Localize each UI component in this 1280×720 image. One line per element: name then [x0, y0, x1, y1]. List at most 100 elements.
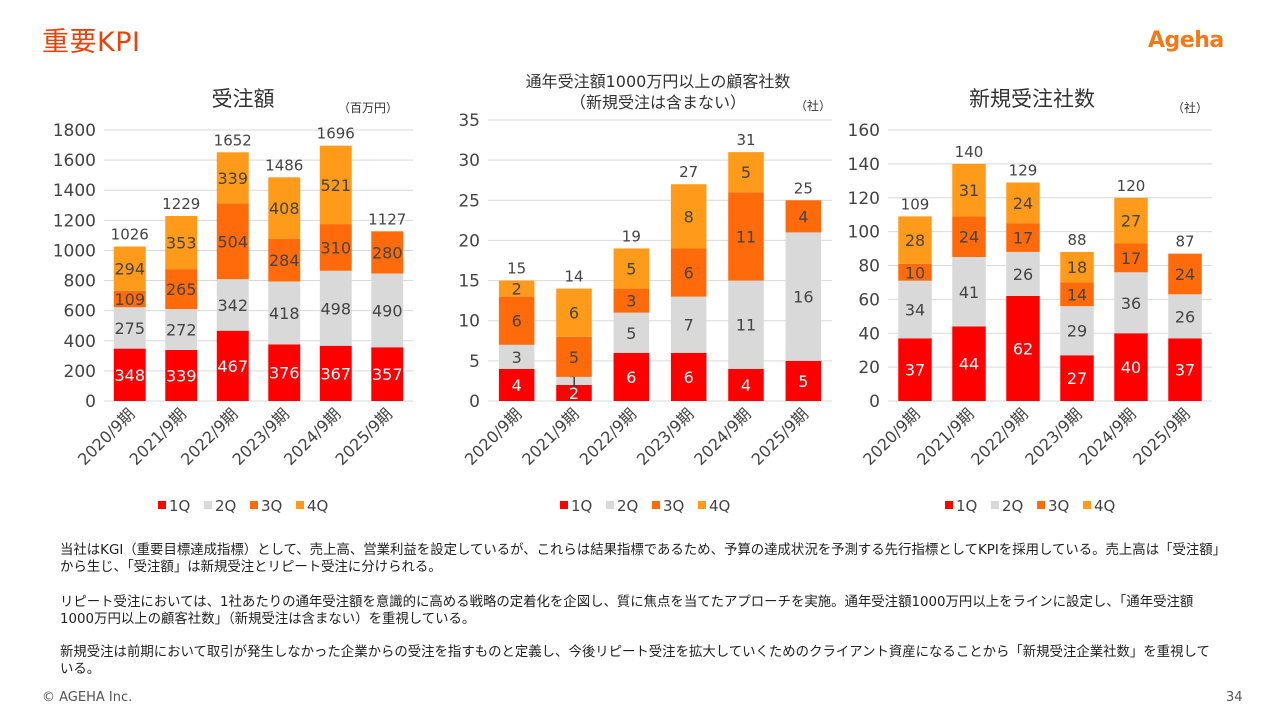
chart2-bar-4q: [498, 280, 535, 297]
chart1-data-label: 367: [320, 364, 351, 383]
chart3-data-label: 18: [1067, 258, 1087, 277]
chart3-bar-1q: [898, 338, 932, 401]
chart2-legend-label: 2Q: [617, 497, 638, 515]
chart1-data-label: 342: [217, 296, 248, 315]
chart2-category-label: 2024/9期: [690, 404, 755, 469]
chart3-ytick-label: 60: [858, 290, 880, 310]
page-title: 重要KPI: [42, 27, 141, 58]
chart2-bar-3q: [556, 336, 592, 377]
chart3-category-label: 2024/9期: [1075, 404, 1140, 469]
chart2-category-label: 2022/9期: [576, 404, 641, 469]
chart2-bar-2q: [728, 280, 764, 369]
chart1-total-label: 1652: [214, 131, 252, 149]
chart2-legend-swatch-3q: [652, 501, 660, 509]
chart3-ytick-label: 0: [869, 392, 880, 412]
chart1-ytick-label: 1800: [53, 121, 96, 141]
chart3-bar-4q: [1114, 197, 1148, 244]
chart3-category-label: 2025/9期: [1129, 404, 1194, 469]
chart3-data-label: 26: [1175, 307, 1195, 326]
chart1-bar-3q: [319, 224, 352, 271]
paragraph-repeat-orders: リピート受注においては、1社あたりの通年受注額を意識的に高める戦略の定着化を企図…: [60, 595, 1194, 627]
chart3-bar-2q: [1114, 272, 1148, 334]
chart3-data-label: 41: [959, 283, 979, 302]
chart1-data-label: 521: [320, 176, 351, 195]
chart1-total-label: 1127: [368, 210, 406, 228]
chart3-bar-3q: [1060, 282, 1094, 307]
chart2-bar-1q: [498, 368, 535, 401]
chart2-data-label: 8: [684, 207, 694, 226]
chart2-ytick-label: 30: [458, 151, 480, 171]
chart2-data-label: 16: [793, 288, 813, 307]
page-number: 34: [1226, 690, 1243, 705]
chart2-category-label: 2021/9期: [518, 404, 583, 469]
chart3-data-label: 14: [1067, 285, 1087, 304]
chart3-data-label: 37: [1175, 361, 1195, 380]
chart1-legend-label: 1Q: [169, 497, 190, 515]
chart3-bar-3q: [1006, 223, 1040, 252]
kpi-charts: 受注額 （百万円）02004006008001000120014001600180…: [53, 72, 1212, 515]
chart1-bar-4q: [268, 177, 301, 239]
chart3-total-label: 129: [1009, 162, 1038, 180]
chart2-ytick-label: 15: [458, 272, 480, 292]
chart1-bar-1q: [165, 349, 198, 401]
chart1-legend-swatch-2q: [204, 501, 212, 509]
chart1-data-label: 490: [372, 301, 403, 320]
chart2-category-label: 2023/9期: [633, 404, 698, 469]
chart2-total-label: 19: [622, 227, 641, 245]
chart1-bar-2q: [165, 309, 198, 350]
chart1-total-label: 1026: [111, 226, 149, 244]
chart1-ytick-label: 1000: [53, 241, 96, 261]
chart3-bar-1q: [1060, 355, 1094, 401]
chart3-bar-2q: [1168, 294, 1202, 339]
chart1-legend-swatch-4q: [296, 501, 304, 509]
chart3-bar-4q: [1060, 251, 1094, 283]
chart2-unit: （社）: [795, 98, 831, 113]
chart1-data-label: 408: [269, 199, 300, 218]
chart2-data-label: 11: [736, 227, 756, 246]
chart1-bar-2q: [268, 281, 301, 345]
chart3-data-label: 17: [1121, 249, 1141, 268]
chart2-total-label: 15: [507, 260, 526, 278]
chart3-ytick-label: 120: [848, 189, 880, 209]
chart1-title: 受注額: [212, 87, 275, 111]
chart3-legend-label: 2Q: [1002, 497, 1023, 515]
chart2-data-label: 5: [741, 163, 751, 182]
chart3-bar-2q: [1006, 251, 1040, 296]
chart1-data-label: 357: [372, 365, 403, 384]
chart3-category-label: 2020/9期: [859, 404, 924, 469]
chart1-ytick-label: 600: [64, 302, 96, 322]
chart2-data-label: 6: [684, 264, 694, 283]
chart1-legend-label: 3Q: [261, 497, 282, 515]
chart2-bar-1q: [670, 352, 707, 401]
paragraph-new-orders: 新規受注は前期において取引が発生しなかった企業からの受注を指すものと定義し、今後…: [60, 645, 1210, 677]
company-logo: Ageha: [1148, 28, 1224, 53]
chart1-data-label: 310: [320, 238, 351, 257]
chart1-unit: （百万円）: [338, 101, 398, 115]
chart2-bar-3q: [498, 296, 535, 345]
chart1-ytick-label: 200: [64, 362, 96, 382]
chart3-bar-4q: [898, 216, 932, 264]
chart1-ytick-label: 1200: [53, 211, 96, 231]
chart3-legend-label: 3Q: [1048, 497, 1069, 515]
chart1-data-label: 467: [217, 357, 248, 376]
chart3-data-label: 29: [1067, 322, 1087, 341]
chart2-bar-2q: [670, 296, 707, 353]
chart3-total-label: 87: [1175, 233, 1194, 251]
chart3-total-label: 140: [955, 143, 984, 161]
chart1-ytick-label: 400: [64, 332, 96, 352]
chart1-legend-label: 2Q: [215, 497, 236, 515]
chart1-data-label: 275: [114, 319, 145, 338]
chart3-data-label: 10: [905, 263, 925, 282]
chart1-data-label: 339: [166, 366, 197, 385]
chart2-data-label: 4: [512, 376, 522, 395]
chart1-ytick-label: 800: [64, 272, 96, 292]
chart3-bar-2q: [952, 257, 986, 327]
chart2-data-label: 1: [569, 372, 579, 391]
chart1-data-label: 109: [114, 290, 145, 309]
chart1-data-label: 348: [114, 366, 145, 385]
chart3-bar-4q: [952, 163, 986, 217]
chart3-ytick-label: 80: [858, 257, 880, 277]
chart1-bar-4q: [216, 152, 249, 204]
chart1-ytick-label: 1600: [53, 151, 96, 171]
chart3-legend-label: 4Q: [1094, 497, 1115, 515]
